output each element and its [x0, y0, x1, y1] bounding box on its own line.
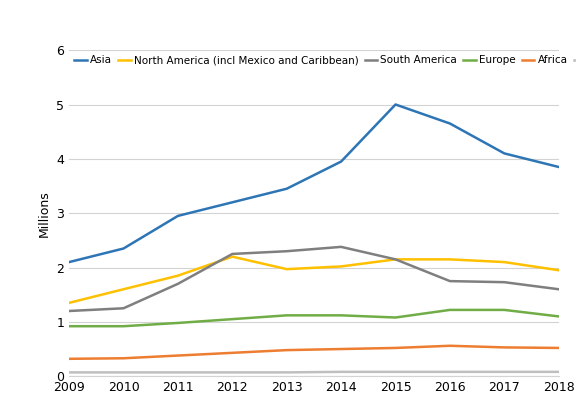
Asia — [501, 151, 508, 156]
Africa — [446, 343, 453, 348]
Europe — [555, 314, 562, 319]
South America — [446, 279, 453, 284]
Oceania — [555, 370, 562, 375]
Africa — [66, 356, 73, 361]
Africa — [555, 345, 562, 350]
Asia — [338, 159, 344, 164]
North America (incl Mexico and Caribbean) — [446, 257, 453, 262]
North America (incl Mexico and Caribbean) — [66, 300, 73, 305]
Line: South America: South America — [69, 247, 559, 311]
Europe — [175, 321, 181, 326]
Asia — [555, 165, 562, 170]
South America — [66, 308, 73, 314]
Oceania — [338, 370, 344, 375]
South America — [283, 249, 290, 254]
Europe — [120, 324, 127, 329]
South America — [338, 245, 344, 250]
Africa — [283, 348, 290, 353]
Oceania — [229, 370, 236, 375]
Africa — [229, 350, 236, 355]
North America (incl Mexico and Caribbean) — [392, 257, 399, 262]
Africa — [501, 345, 508, 350]
Africa — [392, 345, 399, 350]
Asia — [120, 246, 127, 251]
South America — [175, 281, 181, 286]
Europe — [229, 317, 236, 322]
Africa — [338, 347, 344, 352]
Europe — [338, 313, 344, 318]
South America — [555, 287, 562, 292]
North America (incl Mexico and Caribbean) — [338, 264, 344, 269]
Oceania — [120, 370, 127, 375]
Europe — [392, 315, 399, 320]
Europe — [66, 324, 73, 329]
Line: Asia: Asia — [69, 104, 559, 262]
Asia — [175, 214, 181, 219]
Oceania — [66, 370, 73, 375]
Africa — [175, 353, 181, 358]
Oceania — [283, 370, 290, 375]
Line: Europe: Europe — [69, 310, 559, 326]
Oceania — [501, 370, 508, 375]
Asia — [446, 121, 453, 126]
North America (incl Mexico and Caribbean) — [175, 273, 181, 278]
Africa — [120, 356, 127, 361]
Asia — [229, 200, 236, 205]
South America — [501, 280, 508, 285]
Oceania — [392, 370, 399, 375]
Europe — [283, 313, 290, 318]
Line: Africa: Africa — [69, 346, 559, 359]
Oceania — [446, 370, 453, 375]
Y-axis label: Millions: Millions — [37, 190, 51, 237]
North America (incl Mexico and Caribbean) — [229, 254, 236, 259]
Oceania — [175, 370, 181, 375]
North America (incl Mexico and Caribbean) — [555, 268, 562, 273]
North America (incl Mexico and Caribbean) — [501, 260, 508, 265]
Line: North America (incl Mexico and Caribbean): North America (incl Mexico and Caribbean… — [69, 257, 559, 303]
Legend: Asia, North America (incl Mexico and Caribbean), South America, Europe, Africa, : Asia, North America (incl Mexico and Car… — [74, 55, 576, 65]
North America (incl Mexico and Caribbean) — [120, 287, 127, 292]
North America (incl Mexico and Caribbean) — [283, 267, 290, 272]
South America — [229, 252, 236, 257]
Asia — [66, 260, 73, 265]
Asia — [283, 186, 290, 191]
South America — [392, 257, 399, 262]
Europe — [501, 307, 508, 312]
Europe — [446, 307, 453, 312]
South America — [120, 306, 127, 311]
Asia — [392, 102, 399, 107]
